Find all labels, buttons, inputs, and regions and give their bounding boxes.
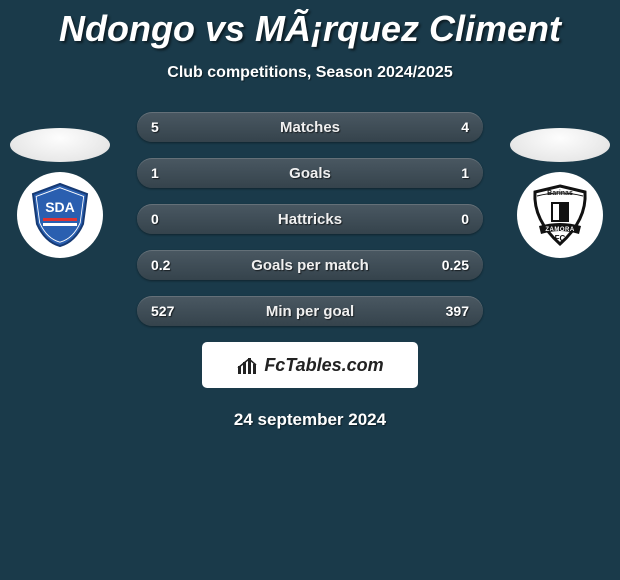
- left-club-badge: SDA: [17, 172, 103, 258]
- brand-box[interactable]: FcTables.com: [202, 342, 418, 388]
- left-player-block: SDA: [10, 128, 110, 258]
- stat-right-value: 0: [461, 204, 469, 234]
- shield-blue-logo-icon: SDA: [25, 180, 95, 250]
- stat-left-value: 5: [151, 112, 159, 142]
- stat-left-value: 0: [151, 204, 159, 234]
- left-club-text: SDA: [45, 199, 75, 215]
- comparison-card: Ndongo vs MÃ¡rquez Climent Club competit…: [0, 8, 620, 430]
- bar-chart-icon: [236, 354, 258, 376]
- date-text: 24 september 2024: [0, 410, 620, 430]
- page-title: Ndongo vs MÃ¡rquez Climent: [0, 8, 620, 50]
- brand-text: FcTables.com: [264, 355, 383, 376]
- stat-label: Min per goal: [137, 303, 483, 320]
- stat-row: 1 Goals 1: [137, 158, 483, 188]
- stat-label: Goals: [137, 165, 483, 182]
- stat-right-value: 4: [461, 112, 469, 142]
- player-silhouette-icon: [510, 128, 610, 162]
- stat-left-value: 0.2: [151, 250, 170, 280]
- right-club-badge: Barinas ZAMORA FC: [517, 172, 603, 258]
- stat-row: 0.2 Goals per match 0.25: [137, 250, 483, 280]
- player-silhouette-icon: [10, 128, 110, 162]
- stat-label: Matches: [137, 119, 483, 136]
- stat-left-value: 527: [151, 296, 174, 326]
- svg-text:FC: FC: [555, 234, 566, 243]
- stat-left-value: 1: [151, 158, 159, 188]
- right-club-bottom-text: ZAMORA: [545, 227, 574, 233]
- stat-row: 527 Min per goal 397: [137, 296, 483, 326]
- stat-row: 5 Matches 4: [137, 112, 483, 142]
- stat-label: Goals per match: [137, 257, 483, 274]
- right-player-block: Barinas ZAMORA FC: [510, 128, 610, 258]
- stat-right-value: 0.25: [442, 250, 469, 280]
- subtitle: Club competitions, Season 2024/2025: [0, 64, 620, 82]
- stats-table: 5 Matches 4 1 Goals 1 0 Hattricks 0 0.2 …: [137, 112, 483, 326]
- stat-right-value: 397: [446, 296, 469, 326]
- stat-label: Hattricks: [137, 211, 483, 228]
- right-club-top-text: Barinas: [547, 190, 573, 197]
- stat-row: 0 Hattricks 0: [137, 204, 483, 234]
- stat-right-value: 1: [461, 158, 469, 188]
- shield-bw-logo-icon: Barinas ZAMORA FC: [525, 180, 595, 250]
